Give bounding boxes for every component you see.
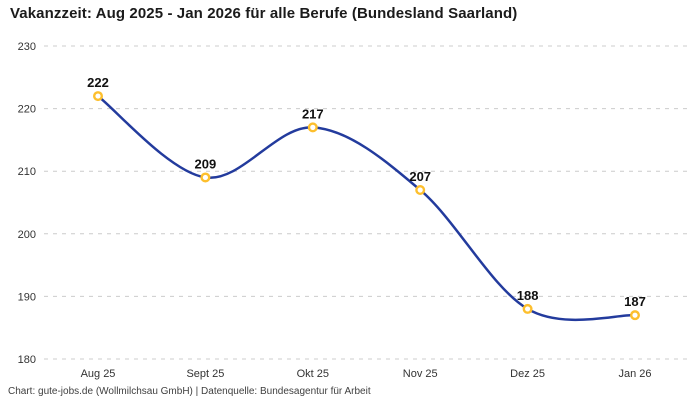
data-point-label: 188 (517, 288, 539, 303)
y-axis-tick-label: 180 (18, 354, 36, 366)
data-point-label: 207 (409, 169, 431, 184)
y-axis-tick-label: 190 (18, 291, 36, 303)
x-axis-label: Sept 25 (186, 368, 224, 380)
data-point-label: 217 (302, 106, 324, 121)
x-axis-label: Jan 26 (618, 368, 651, 380)
y-axis-tick-label: 210 (18, 166, 36, 178)
chart-title: Vakanzzeit: Aug 2025 - Jan 2026 für alle… (10, 5, 518, 22)
data-point-label: 209 (195, 156, 217, 171)
data-point-marker[interactable] (415, 184, 426, 195)
data-point-label: 222 (87, 75, 109, 90)
trend-line (96, 94, 637, 322)
data-point-marker[interactable] (307, 122, 318, 133)
data-point-label: 187 (624, 294, 646, 309)
data-point-marker[interactable] (522, 303, 533, 314)
x-axis-label: Okt 25 (297, 368, 329, 380)
x-axis-label: Nov 25 (403, 368, 438, 380)
y-axis-tick-label: 200 (18, 229, 36, 241)
data-point-marker[interactable] (200, 172, 211, 183)
y-axis-tick-label: 220 (18, 104, 36, 116)
data-point-marker[interactable] (92, 91, 103, 102)
y-axis-tick-label: 230 (18, 41, 36, 53)
x-axis-label: Aug 25 (81, 368, 116, 380)
data-point-marker[interactable] (630, 310, 641, 321)
x-axis-label: Dez 25 (510, 368, 545, 380)
chart-attribution: Chart: gute-jobs.de (Wollmilchsau GmbH) … (8, 386, 371, 397)
